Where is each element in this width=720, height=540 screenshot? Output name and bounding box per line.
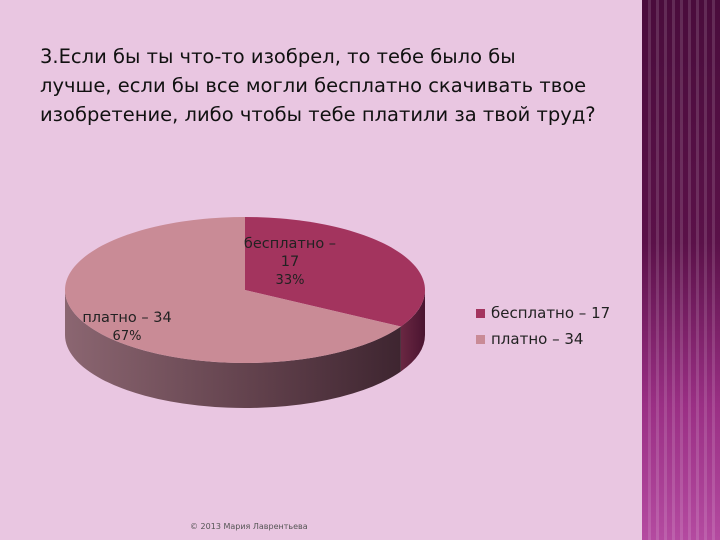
sidebar-stripe [680, 0, 683, 540]
pie-slices [65, 217, 425, 363]
sidebar-stripe [672, 0, 675, 540]
copyright-footer: © 2013 Мария Лаврентьева [190, 522, 308, 531]
data-label-text: бесплатно – [244, 236, 336, 252]
data-label-percent: 33% [276, 273, 305, 288]
chart-legend: бесплатно – 17 платно – 34 [476, 300, 610, 352]
sidebar-stripe [656, 0, 659, 540]
data-label-percent: 67% [113, 329, 142, 344]
sidebar-stripe [712, 0, 715, 540]
pie-data-labels: бесплатно – 17 33% платно – 34 67% [82, 236, 336, 344]
decorative-sidebar [642, 0, 720, 540]
sidebar-stripe [648, 0, 651, 540]
legend-swatch-paid [476, 334, 485, 344]
sidebar-stripe [696, 0, 699, 540]
pie-chart: бесплатно – 17 33% платно – 34 67% [65, 217, 425, 408]
pie-slice-side-paid [65, 290, 401, 408]
sidebar-stripe [664, 0, 667, 540]
data-label-text: 17 [281, 254, 299, 270]
legend-swatch-free [476, 308, 485, 318]
pie-depth [65, 290, 425, 408]
data-label-free: бесплатно – 17 33% [244, 236, 336, 288]
legend-item-paid: платно – 34 [476, 326, 610, 352]
data-label-text: платно – 34 [82, 310, 171, 326]
pie-slice-free [245, 217, 425, 327]
legend-label-free: бесплатно – 17 [491, 304, 611, 322]
data-label-paid: платно – 34 67% [82, 310, 171, 344]
legend-label-paid: платно – 34 [491, 330, 584, 348]
slide-title: 3.Если бы ты что-то изобрел, то тебе был… [40, 45, 596, 126]
pie-slice-side-free [400, 290, 425, 372]
legend-item-free: бесплатно – 17 [476, 300, 610, 326]
sidebar-stripe [704, 0, 707, 540]
pie-slice-paid [65, 217, 401, 363]
sidebar-stripe [688, 0, 691, 540]
